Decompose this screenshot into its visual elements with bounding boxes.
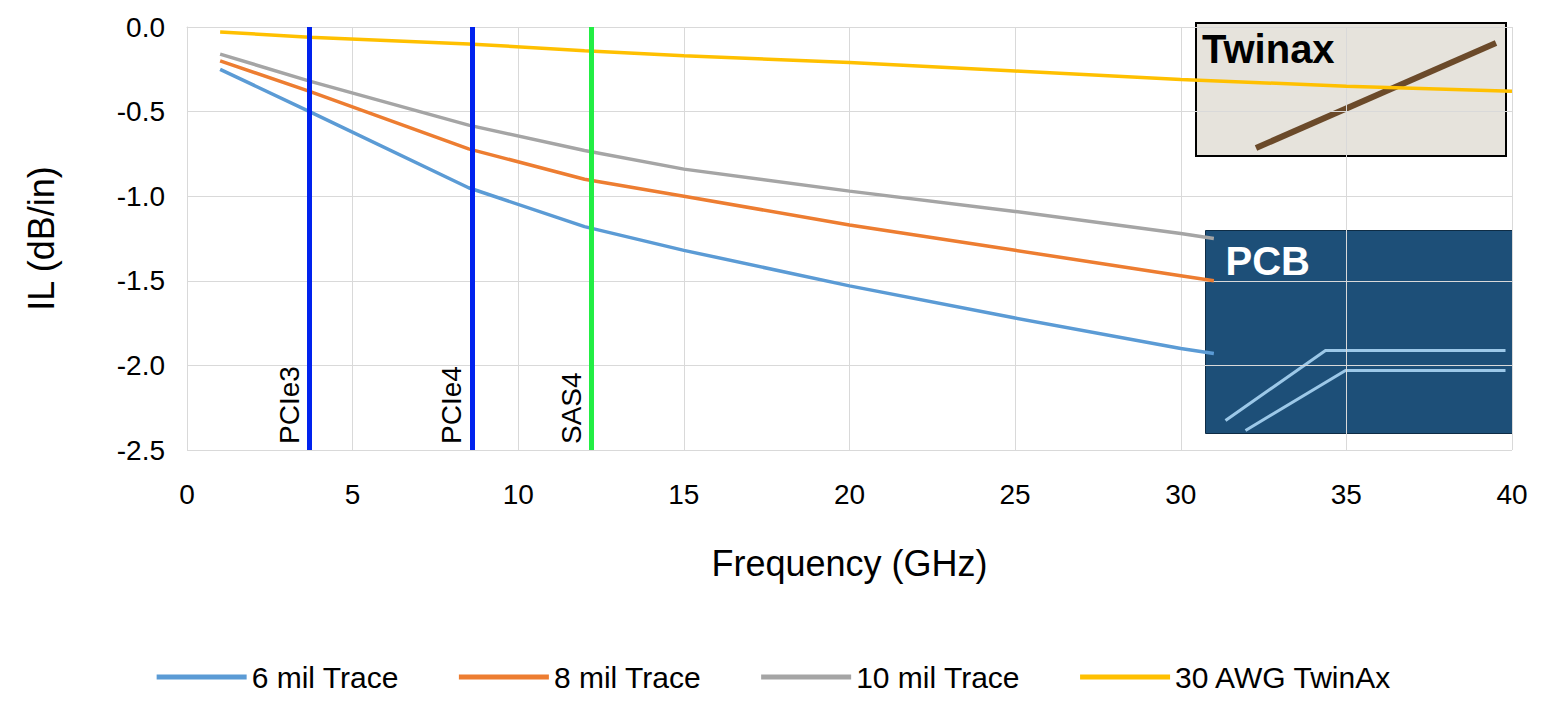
svg-text:PCIe3: PCIe3 (274, 366, 305, 444)
svg-text:-2.5: -2.5 (117, 435, 165, 466)
svg-text:40: 40 (1496, 479, 1527, 510)
svg-text:6 mil Trace: 6 mil Trace (252, 661, 399, 694)
svg-text:0: 0 (179, 479, 195, 510)
svg-text:-0.5: -0.5 (117, 96, 165, 127)
svg-text:25: 25 (1000, 479, 1031, 510)
svg-text:30 AWG TwinAx: 30 AWG TwinAx (1175, 661, 1390, 694)
svg-text:20: 20 (834, 479, 865, 510)
svg-text:0.0: 0.0 (126, 12, 165, 43)
svg-text:10 mil Trace: 10 mil Trace (856, 661, 1019, 694)
svg-text:5: 5 (345, 479, 361, 510)
svg-text:Twinax: Twinax (1202, 27, 1335, 71)
svg-text:15: 15 (668, 479, 699, 510)
svg-text:8 mil Trace: 8 mil Trace (554, 661, 701, 694)
svg-text:-1.0: -1.0 (117, 181, 165, 212)
svg-text:IL (dB/in): IL (dB/in) (21, 166, 62, 311)
svg-text:35: 35 (1331, 479, 1362, 510)
svg-text:10: 10 (503, 479, 534, 510)
svg-text:-2.0: -2.0 (117, 350, 165, 381)
svg-text:30: 30 (1165, 479, 1196, 510)
svg-text:PCB: PCB (1226, 239, 1310, 283)
svg-text:PCIe4: PCIe4 (436, 366, 467, 444)
svg-text:-1.5: -1.5 (117, 265, 165, 296)
svg-text:SAS4: SAS4 (556, 372, 587, 444)
svg-text:Frequency (GHz): Frequency (GHz) (711, 543, 987, 584)
